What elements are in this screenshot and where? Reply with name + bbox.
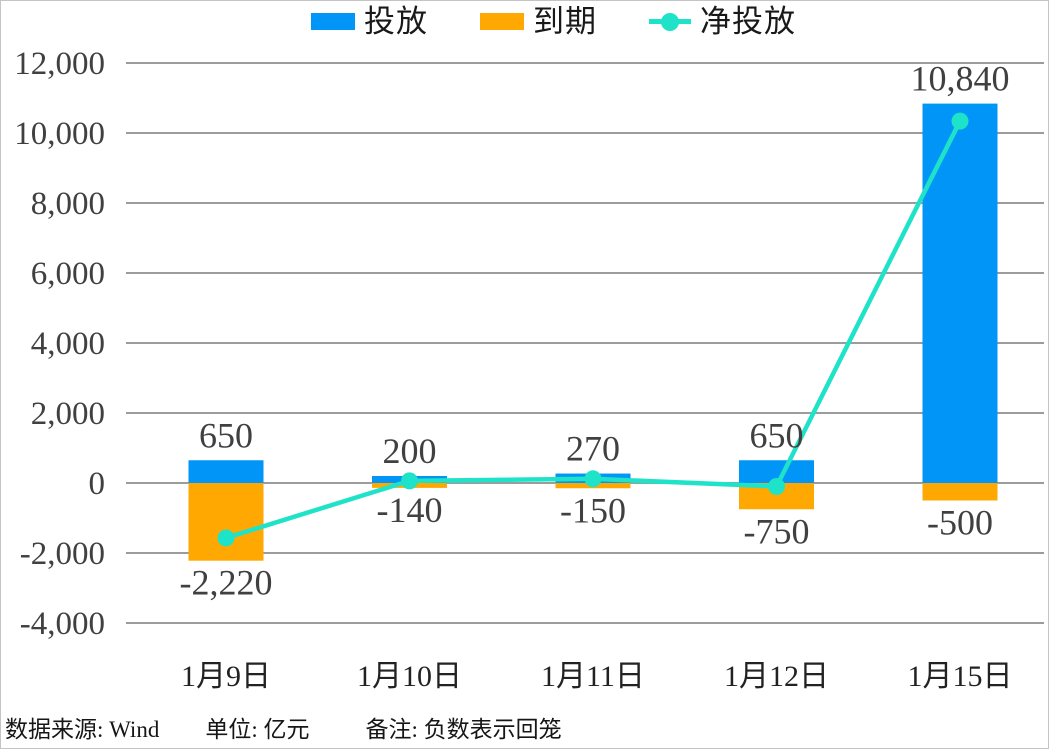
- unit-note: 单位: 亿元: [205, 717, 310, 742]
- y-axis-tick-label: 10,000: [14, 116, 105, 152]
- bar-投放: [188, 460, 264, 483]
- net-line-marker: [768, 478, 785, 495]
- x-axis-tick-label: 1月12日: [724, 660, 829, 693]
- y-axis-tick-label: -4,000: [20, 606, 105, 642]
- data-label: -150: [560, 490, 626, 530]
- net-line-marker: [951, 112, 969, 130]
- data-label: -750: [744, 511, 810, 551]
- bar-swatch-icon: [311, 13, 355, 30]
- bar-到期: [922, 483, 998, 501]
- net-line-marker: [584, 470, 602, 488]
- data-label: 200: [383, 431, 437, 471]
- x-axis-tick-label: 1月10日: [357, 660, 462, 693]
- data-label: 270: [566, 429, 620, 469]
- combo-chart-plot: 12,000 10,000 8,000 6,000 4,000 2,000 0 -2,000 -…: [14, 46, 1044, 693]
- y-axis-tick-label: 6,000: [31, 256, 105, 292]
- bar-投放: [922, 103, 998, 483]
- data-label: -500: [927, 503, 993, 543]
- data-label: 650: [750, 415, 804, 455]
- x-axis-tick-label: 1月11日: [541, 660, 645, 693]
- net-line-marker: [217, 529, 235, 547]
- legend-item-toufang: 投放: [311, 6, 428, 37]
- chart-legend: 投放 到期 净投放: [311, 6, 796, 37]
- legend-label: 投放: [364, 4, 428, 39]
- legend-label: 到期: [533, 4, 597, 39]
- negative-note: 备注: 负数表示回笼: [365, 717, 562, 742]
- legend-item-daoqi: 到期: [480, 6, 597, 37]
- bar-投放: [739, 460, 814, 483]
- data-label: -140: [377, 490, 443, 530]
- data-label: 10,840: [911, 59, 1010, 99]
- legend-item-jingtoufang: 净投放: [649, 6, 796, 37]
- y-axis-tick-label: 0: [89, 466, 106, 502]
- y-axis-tick-label: 2,000: [31, 396, 105, 432]
- y-axis-tick-label: 4,000: [31, 326, 105, 362]
- x-axis-tick-label: 1月15日: [908, 660, 1013, 693]
- net-line-marker: [401, 472, 418, 490]
- data-source-note: 数据来源: Wind: [5, 717, 160, 742]
- data-label: -2,220: [180, 563, 273, 603]
- data-label: 650: [199, 415, 253, 455]
- bar-swatch-icon: [480, 13, 524, 30]
- x-axis-tick-label: 1月9日: [181, 660, 271, 693]
- y-axis-tick-label: 8,000: [31, 186, 105, 222]
- chart-footnote: 数据来源: Wind 单位: 亿元 备注: 负数表示回笼: [5, 710, 562, 744]
- legend-label: 净投放: [700, 4, 796, 39]
- y-axis-tick-label: -2,000: [20, 536, 105, 572]
- y-axis-tick-label: 12,000: [14, 46, 105, 82]
- line-marker-swatch-icon: [649, 12, 691, 31]
- bar-到期: [188, 483, 264, 561]
